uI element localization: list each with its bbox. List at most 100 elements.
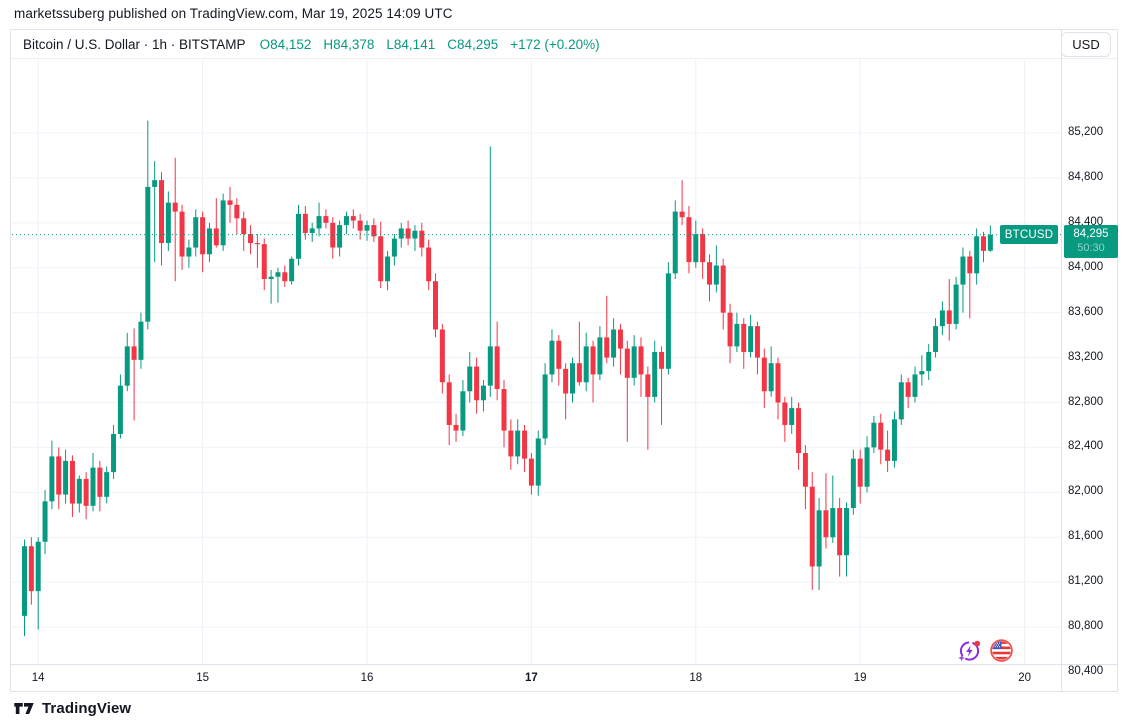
price-axis[interactable]: 85,200 84,800 84,400 84,000 83,600 83,200 82,8… (1062, 30, 1117, 691)
candle-body (111, 433, 117, 473)
candle-body (775, 363, 781, 403)
candle-body (364, 225, 370, 231)
candle-body (522, 430, 528, 459)
spark-refresh-bolt-icon[interactable] (957, 638, 982, 663)
candle-body (419, 230, 425, 248)
price-axis-label: 82,000 (1068, 485, 1104, 498)
price-axis-label: 83,200 (1068, 350, 1104, 363)
candle-body (981, 236, 986, 251)
candle-body (768, 363, 774, 392)
candle-body (611, 329, 617, 358)
chart-widget: Bitcoin / U.S. Dollar · 1h · BITSTAMP O8… (10, 29, 1118, 692)
ohlc-readout: O84,152 H84,378 L84,141 C84,295 +172 (+0… (260, 37, 600, 52)
candle-body (439, 329, 445, 383)
candle-body (809, 486, 815, 567)
symbol-title[interactable]: Bitcoin / U.S. Dollar · 1h · BITSTAMP (23, 36, 246, 52)
candle-body (891, 419, 897, 461)
candle-body (665, 273, 671, 369)
candle-body (152, 180, 158, 187)
candle-body (556, 340, 562, 369)
candle-body (624, 348, 630, 378)
candle-body (385, 256, 391, 282)
time-axis-label: 19 (853, 672, 867, 684)
candle-body (789, 408, 795, 425)
candle-body (172, 202, 178, 212)
ohlc-low: L84,141 (386, 36, 436, 52)
candle-body (460, 391, 466, 431)
candle-body (597, 337, 603, 375)
candle-body (309, 228, 315, 233)
candle-body (104, 472, 110, 497)
ohlc-high: H84,378 (323, 36, 375, 52)
candle-body (22, 546, 27, 616)
candle-body (200, 217, 206, 255)
candle-body (213, 228, 219, 246)
candle-body (124, 346, 130, 386)
candle-body (49, 456, 55, 502)
candle-body (987, 234, 993, 251)
candle-body (289, 258, 295, 282)
candle-body (864, 447, 870, 487)
candle-body (974, 236, 980, 274)
price-axis-label: 80,400 (1068, 665, 1104, 677)
candle-body (343, 216, 349, 226)
candle-body (138, 321, 144, 360)
candle-body (357, 220, 363, 231)
candle-body (912, 374, 918, 397)
candle-body (35, 541, 41, 592)
candle-body (474, 366, 480, 401)
time-axis-label: 18 (689, 672, 703, 684)
candle-body (700, 234, 706, 263)
candle-body (494, 346, 500, 390)
candlestick-chart[interactable] (12, 60, 1063, 664)
candle-body (707, 262, 712, 285)
candle-body (823, 510, 829, 538)
us-flag-icon[interactable] (989, 638, 1014, 663)
candle-body (433, 281, 438, 330)
candle-body (296, 213, 301, 259)
candle-body (193, 217, 199, 248)
candle-body (693, 234, 699, 263)
candle-body (713, 265, 719, 285)
candle-body (878, 422, 884, 450)
candle-body (528, 458, 534, 486)
candle-body (56, 456, 62, 495)
candle-body (727, 312, 733, 347)
candle-body (720, 265, 726, 313)
candle-body (563, 368, 569, 394)
candle-body (898, 382, 904, 420)
candle-body (939, 310, 945, 327)
candle-body (926, 351, 932, 372)
ohlc-change: +172 (+0.20%) (510, 36, 600, 52)
candle-body (871, 422, 877, 448)
tradingview-footer[interactable]: TradingView (13, 700, 131, 717)
candle-body (268, 276, 274, 279)
candle-body (686, 217, 692, 263)
candle-body (398, 228, 404, 239)
candle-body (42, 501, 48, 542)
candle-body (617, 329, 623, 349)
ohlc-close: C84,295 (447, 36, 499, 52)
candle-body (802, 453, 808, 487)
candle-body (549, 340, 555, 375)
candle-body (165, 202, 171, 244)
candle-body (145, 186, 151, 322)
candle-body (220, 200, 226, 246)
candle-body (508, 430, 514, 457)
candle-body (672, 211, 678, 274)
candle-body (378, 236, 384, 282)
candle-body (76, 478, 82, 504)
current-price-value: 84,295 (1073, 227, 1109, 240)
candle-body (754, 326, 760, 358)
candle-body (919, 371, 925, 375)
candle-body (97, 467, 103, 497)
candle-body (28, 546, 34, 592)
time-axis[interactable]: 14 15 16 17 18 19 20 (11, 665, 1062, 693)
bar-countdown: 50:30 (1077, 241, 1105, 254)
currency-button[interactable]: USD (1061, 32, 1111, 57)
candle-body (131, 346, 137, 360)
candle-body (933, 326, 939, 352)
candle-body (275, 272, 281, 277)
candle-body (261, 244, 267, 279)
